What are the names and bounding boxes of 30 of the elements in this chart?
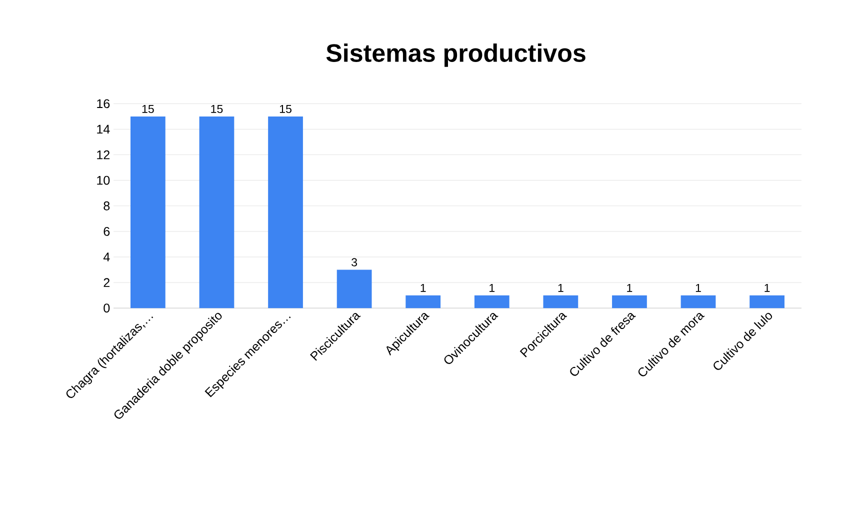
data-label: 1 bbox=[627, 284, 632, 292]
bar bbox=[336, 270, 372, 308]
y-tick-label: 12 bbox=[97, 150, 110, 160]
y-tick-label: 8 bbox=[104, 201, 110, 210]
data-label: 3 bbox=[352, 258, 358, 266]
data-label: 1 bbox=[764, 284, 770, 292]
data-label: 1 bbox=[490, 284, 495, 292]
bar bbox=[680, 295, 716, 308]
bar bbox=[612, 295, 647, 308]
y-tick-label: 14 bbox=[97, 124, 110, 134]
y-tick-label: 10 bbox=[97, 176, 110, 185]
bar bbox=[474, 295, 510, 308]
bar bbox=[130, 116, 166, 308]
y-tick-label: 4 bbox=[103, 252, 110, 262]
data-label: 1 bbox=[558, 284, 564, 292]
bar bbox=[406, 295, 441, 308]
data-label: 15 bbox=[280, 104, 292, 114]
y-tick-label: 0 bbox=[104, 304, 110, 313]
y-tick-label: 16 bbox=[97, 99, 110, 108]
data-label: 1 bbox=[420, 284, 426, 292]
bar bbox=[543, 295, 578, 308]
data-label: 1 bbox=[696, 284, 701, 292]
data-label: 15 bbox=[211, 104, 223, 114]
y-tick-label: 2 bbox=[104, 278, 110, 287]
chart-title: Sistemas productivos bbox=[326, 44, 586, 67]
bar bbox=[268, 116, 303, 308]
y-tick-label: 6 bbox=[104, 226, 110, 236]
bar bbox=[199, 116, 234, 308]
bar bbox=[750, 295, 784, 308]
data-label: 15 bbox=[142, 104, 154, 114]
